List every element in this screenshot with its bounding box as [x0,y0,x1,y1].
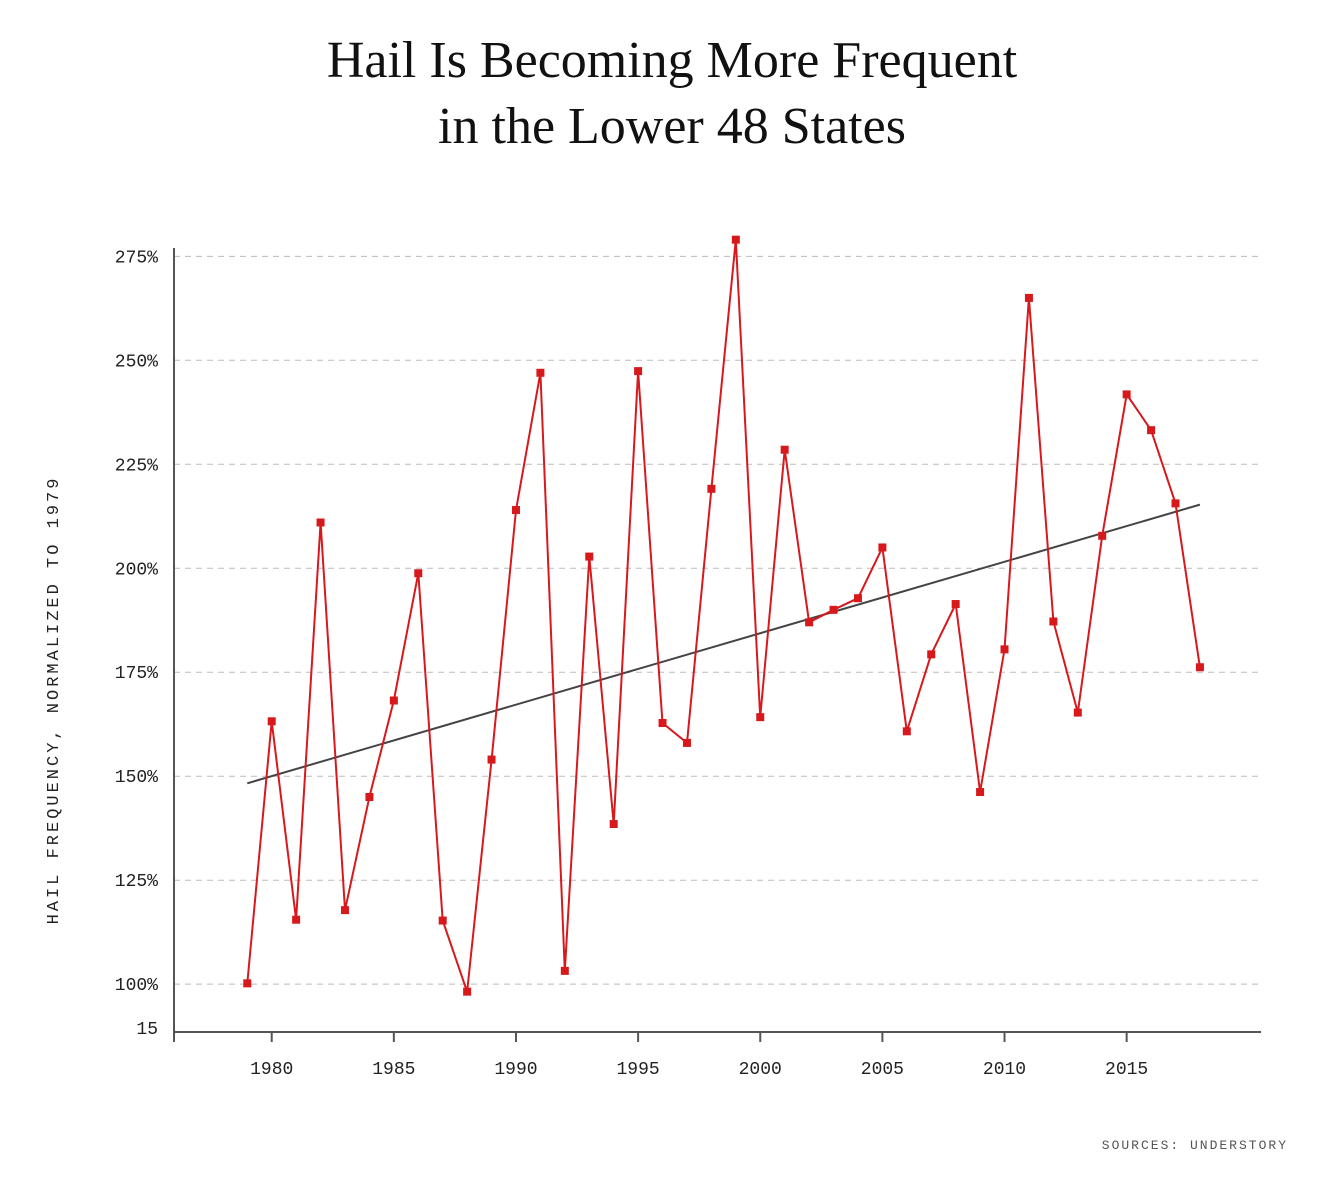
data-point [829,605,838,614]
y-axis-label: HAIL FREQUENCY, NORMALIZED TO 1979 [45,476,64,925]
data-point [463,987,472,996]
data-point [1049,617,1058,626]
data-point [560,966,569,975]
chart-title-line-2: in the Lower 48 States [438,98,906,155]
y-tick-label: 125% [115,872,158,892]
data-point [927,650,936,659]
data-point [1122,390,1131,399]
data-point [316,518,325,527]
trend-line-group [247,503,1201,785]
data-point [1000,645,1009,654]
data-point [780,445,789,454]
y-tick-label: 200% [115,560,158,580]
data-point [1098,531,1107,540]
data-point [976,788,985,797]
data-point [365,793,374,802]
y-tick-label: 225% [115,456,158,476]
x-tick-label: 1995 [617,1060,660,1080]
data-point [853,594,862,603]
y-tick-label: 175% [115,664,158,684]
x-tick-label: 1980 [250,1060,293,1080]
y-tick-labels: 100% 125% 150% 175% 200% 225% 250% 275% [115,248,158,996]
data-point [292,915,301,924]
data-point [682,738,691,747]
data-point [731,235,740,244]
gridlines [174,255,1261,985]
data-point [267,717,276,726]
data-point [707,484,716,493]
data-point [487,755,496,764]
data-point [1195,663,1204,672]
data-point [585,552,594,561]
data-point [878,543,887,552]
source-note: SOURCES: UNDERSTORY [1101,1138,1288,1153]
y-tick-label: 100% [115,976,158,996]
y-tick-label: 150% [115,768,158,788]
data-point [340,906,349,915]
y-tick-label: 275% [115,248,158,268]
data-point [1171,499,1180,508]
data-point [658,718,667,727]
chart-title: Hail Is Becoming More Frequent in the Lo… [0,28,1344,160]
data-point [1147,426,1156,435]
data-point [438,916,447,925]
axes [173,248,1261,1033]
data-point [951,600,960,609]
data-point [536,368,545,377]
y-axis-floor-label: 15 [136,1020,158,1040]
y-tick-label: 250% [115,352,158,372]
x-tick-labels: 1980 1985 1990 1995 2000 2005 2010 2015 [173,1032,1148,1080]
x-tick-label: 2015 [1105,1060,1148,1080]
data-point [243,979,252,988]
x-tick-label: 2010 [983,1060,1026,1080]
x-tick-label: 1990 [494,1060,537,1080]
data-point [805,618,814,627]
x-tick-label: 2005 [861,1060,904,1080]
data-point [1024,293,1033,302]
data-point [511,506,520,515]
data-point [756,713,765,722]
data-point [414,569,423,578]
data-point [1073,708,1082,717]
chart-title-line-1: Hail Is Becoming More Frequent [326,32,1018,89]
data-point [634,367,643,376]
series-line [246,239,1201,993]
data-point [609,820,618,829]
x-tick-label: 2000 [739,1060,782,1080]
trend-line [247,503,1201,785]
data-point [902,727,911,736]
x-tick-label: 1985 [372,1060,415,1080]
data-point [389,696,398,705]
series-group [243,235,1204,996]
